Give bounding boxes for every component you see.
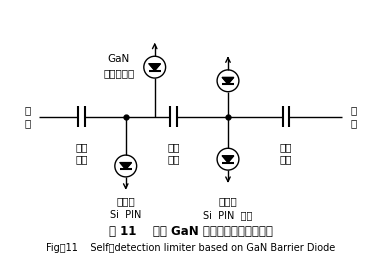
Text: Si  PIN  对管: Si PIN 对管: [203, 210, 253, 221]
Polygon shape: [222, 156, 234, 163]
Text: 隔直
电容: 隔直 电容: [167, 142, 180, 164]
Polygon shape: [222, 77, 234, 84]
Text: Fig．11    Self－detection limiter based on GaN Barrier Diode: Fig．11 Self－detection limiter based on G…: [46, 243, 335, 253]
Text: 输
入: 输 入: [24, 105, 31, 128]
Text: 图 11    基于 GaN 二极管的自检波限幅器: 图 11 基于 GaN 二极管的自检波限幅器: [109, 225, 272, 238]
Polygon shape: [120, 163, 131, 169]
Text: 微波二极管: 微波二极管: [103, 68, 134, 78]
Text: 第一级: 第一级: [116, 196, 135, 206]
Polygon shape: [149, 64, 160, 71]
Text: 隔直
电容: 隔直 电容: [280, 142, 292, 164]
Text: 输
出: 输 出: [350, 105, 357, 128]
Text: 隔直
电容: 隔直 电容: [75, 142, 88, 164]
Text: 第二级: 第二级: [219, 196, 237, 206]
Text: GaN: GaN: [108, 54, 130, 64]
Text: Si  PIN: Si PIN: [110, 210, 141, 221]
